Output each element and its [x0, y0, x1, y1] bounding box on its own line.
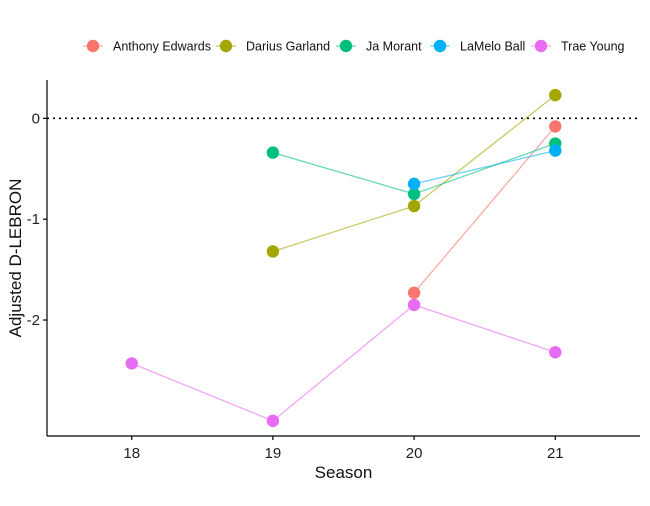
series-line-anthony-edwards	[413, 125, 556, 294]
legend-item-anthony-edwards: Anthony Edwards	[83, 40, 211, 54]
legend-key-point	[433, 39, 447, 53]
y-axis-title: Adjusted D-LEBRON	[6, 179, 25, 338]
x-axis-ticks: 18 19 20 21	[123, 436, 564, 462]
point-darius-garland-21	[549, 88, 562, 102]
legend-label: Ja Morant	[366, 40, 422, 54]
x-axis-title: Season	[315, 463, 373, 482]
legend-item-trae-young: Trae Young	[531, 40, 625, 54]
point-trae-young-18	[125, 357, 138, 370]
point-anthony-edwards-20	[407, 286, 421, 299]
point-ja-morant-19	[266, 146, 280, 159]
plot-area	[47, 88, 640, 428]
legend-label: Darius Garland	[246, 40, 330, 54]
y-axis-ticks: 0 -1 -2	[27, 110, 47, 329]
series-points	[125, 88, 562, 428]
x-tick-label: 18	[123, 445, 140, 462]
y-tick-label: 0	[32, 110, 40, 127]
point-trae-young-20	[407, 298, 421, 312]
y-tick-label: -1	[27, 211, 40, 228]
series-lines	[131, 94, 556, 422]
legend-key-point	[534, 39, 548, 53]
y-tick-label: -2	[27, 312, 40, 329]
point-darius-garland-19	[266, 245, 280, 258]
legend-key-point	[339, 39, 353, 53]
point-trae-young-19	[266, 414, 280, 428]
x-tick-label: 20	[406, 445, 423, 462]
point-lamelo-ball-21	[549, 144, 562, 157]
legend: Anthony Edwards Darius Garland Ja Morant La…	[83, 40, 625, 54]
point-ja-morant-20	[407, 187, 421, 201]
legend-item-ja-morant: Ja Morant	[336, 40, 422, 54]
legend-label: Anthony Edwards	[113, 40, 211, 54]
point-anthony-edwards-21	[549, 120, 562, 133]
legend-key-point	[219, 39, 233, 53]
series-line-trae-young	[131, 304, 556, 422]
x-tick-label: 21	[547, 445, 564, 462]
series-line-lamelo-ball	[413, 149, 556, 185]
legend-label: LaMelo Ball	[460, 40, 525, 54]
legend-label: Trae Young	[561, 40, 625, 54]
legend-item-darius-garland: Darius Garland	[216, 40, 330, 54]
x-tick-label: 19	[265, 445, 282, 462]
legend-item-lamelo-ball: LaMelo Ball	[430, 40, 525, 54]
point-trae-young-21	[549, 346, 562, 359]
legend-key-point	[86, 39, 100, 53]
point-darius-garland-20	[407, 199, 421, 213]
point-lamelo-ball-20	[407, 177, 421, 191]
